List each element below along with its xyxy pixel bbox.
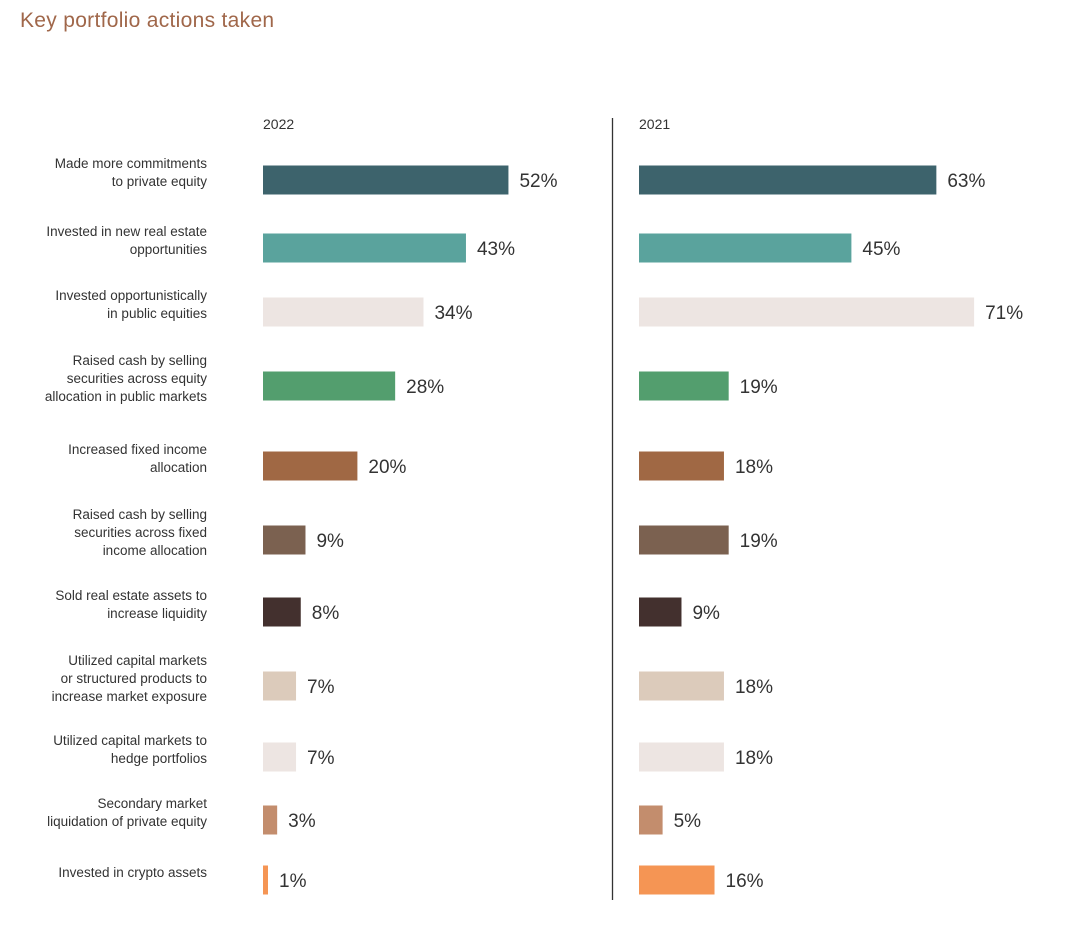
bar-2022 [263, 865, 268, 895]
category-labels: Made more commitments to private equity In… [45, 156, 207, 880]
category-label-line: or structured products to [61, 671, 207, 686]
category-label-line: opportunities [130, 242, 208, 257]
value-label: 71% [985, 303, 1023, 324]
value-label: 63% [947, 171, 985, 192]
category-label-line: hedge portfolios [111, 751, 207, 766]
bar-2022 [263, 451, 358, 481]
category-label: Sold real estate assets to increase liqui… [55, 588, 207, 621]
category-label: Invested opportunistically in public equi… [55, 288, 207, 321]
category-label-line: in public equities [107, 306, 207, 321]
value-label: 9% [316, 531, 344, 552]
category-label-line: Invested in new real estate [46, 224, 207, 239]
bar-2022 [263, 233, 466, 263]
category-label: Made more commitments to private equity [55, 156, 208, 189]
bar-2021 [639, 371, 729, 401]
value-label: 7% [307, 748, 335, 769]
category-label: Raised cash by selling securities across … [45, 353, 207, 404]
bar-2022 [263, 671, 297, 701]
category-label: Invested in new real estate opportunities [46, 224, 207, 257]
category-label-line: Sold real estate assets to [55, 588, 207, 603]
category-label: Increased fixed income allocation [68, 442, 207, 475]
bar-2021 [639, 671, 724, 701]
value-label: 19% [740, 377, 778, 398]
category-label-line: Utilized capital markets to [53, 733, 207, 748]
category-label-line: increase market exposure [52, 689, 207, 704]
bar-2022 [263, 371, 396, 401]
category-label-line: liquidation of private equity [47, 814, 207, 829]
category-label-line: allocation in public markets [45, 389, 207, 404]
category-label-line: Utilized capital markets [68, 653, 207, 668]
value-label: 19% [740, 531, 778, 552]
bar-2022 [263, 742, 297, 772]
bar-2022 [263, 297, 424, 327]
value-label: 52% [519, 171, 557, 192]
chart-title: Key portfolio actions taken [20, 9, 274, 32]
bar-2021 [639, 297, 975, 327]
category-label-line: Raised cash by selling [73, 353, 207, 368]
category-label-line: to private equity [112, 174, 208, 189]
value-label: 3% [288, 811, 316, 832]
value-label: 43% [477, 239, 515, 260]
value-label: 18% [735, 748, 773, 769]
bar-2021 [639, 525, 729, 555]
bar-2021 [639, 233, 852, 263]
value-label: 28% [406, 377, 444, 398]
value-label: 18% [735, 677, 773, 698]
category-label-line: Increased fixed income [68, 442, 207, 457]
category-label-line: Raised cash by selling [73, 507, 207, 522]
category-label-line: Secondary market [97, 796, 207, 811]
panel-year-2021: 2021 [639, 116, 670, 132]
bar-2022 [263, 525, 306, 555]
value-label: 34% [434, 303, 472, 324]
value-label: 8% [312, 603, 340, 624]
category-label: Utilized capital markets or structured pr… [52, 653, 208, 704]
bar-2022 [263, 805, 278, 835]
category-label-line: Made more commitments [55, 156, 208, 171]
value-label: 7% [307, 677, 335, 698]
category-label-line: income allocation [103, 543, 207, 558]
bar-2021 [639, 805, 663, 835]
value-label: 16% [726, 871, 764, 892]
category-label: Raised cash by selling securities across … [73, 507, 207, 558]
category-label-line: allocation [150, 460, 207, 475]
bar-2021 [639, 597, 682, 627]
bar-2022 [263, 597, 301, 627]
category-label-line: Invested in crypto assets [58, 865, 207, 880]
bar-2021 [639, 742, 724, 772]
value-label: 18% [735, 457, 773, 478]
value-label: 9% [692, 603, 720, 624]
bar-2021 [639, 165, 937, 195]
bar-2021 [639, 865, 715, 895]
category-label-line: securities across fixed [74, 525, 207, 540]
category-label-line: Invested opportunistically [55, 288, 207, 303]
bar-2022 [263, 165, 509, 195]
bars: 52% 63% 43% 45% 34% 71% 28% 19% 20% 18% 9% 19% 8% 9% 7… [263, 165, 1023, 895]
bar-2021 [639, 451, 724, 481]
value-label: 45% [862, 239, 900, 260]
category-label: Secondary market liquidation of private e… [47, 796, 207, 829]
value-label: 1% [279, 871, 307, 892]
panel-year-2022: 2022 [263, 116, 294, 132]
value-label: 20% [368, 457, 406, 478]
category-label-line: securities across equity [67, 371, 208, 386]
category-label-line: increase liquidity [107, 606, 207, 621]
value-label: 5% [674, 811, 702, 832]
category-label: Invested in crypto assets [58, 865, 207, 880]
category-label: Utilized capital markets to hedge portfol… [53, 733, 207, 766]
